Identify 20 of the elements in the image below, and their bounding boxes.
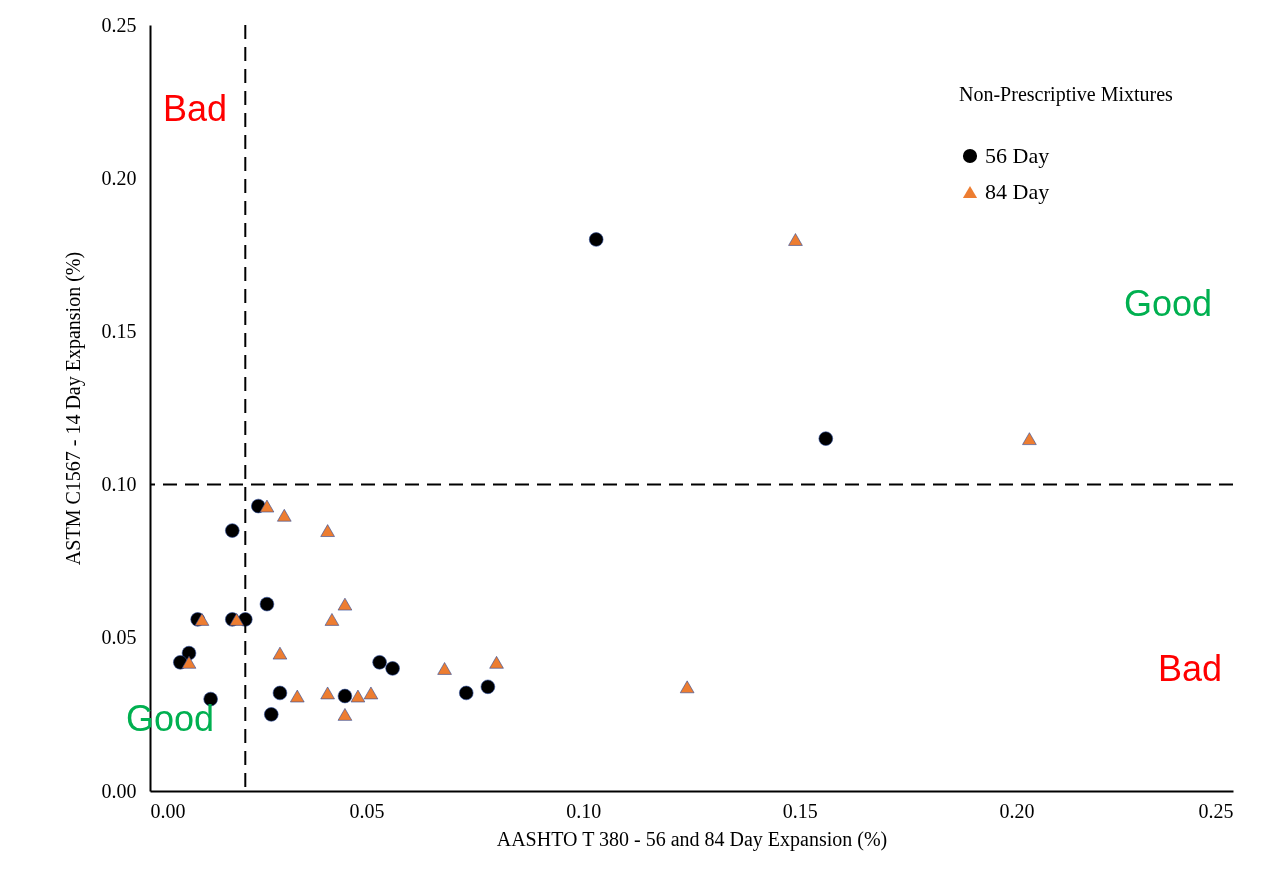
legend-label: 84 Day bbox=[985, 179, 1050, 204]
y-tick-label: 0.00 bbox=[101, 779, 137, 802]
y-tick-label: 0.25 bbox=[101, 13, 137, 36]
y-axis-title: ASTM C1567 - 14 Day Expansion (%) bbox=[61, 251, 85, 566]
y-tick-label: 0.05 bbox=[101, 626, 137, 649]
x-tick-label: 0.15 bbox=[782, 799, 818, 822]
annotation: Bad bbox=[162, 88, 228, 129]
x-axis-title: AASHTO T 380 - 56 and 84 Day Expansion (%) bbox=[496, 827, 888, 851]
legend-title: Non-Prescriptive Mixtures bbox=[959, 83, 1174, 106]
annotation: Good bbox=[1123, 283, 1213, 324]
legend-label: 56 Day bbox=[985, 143, 1050, 168]
y-tick-label: 0.20 bbox=[101, 166, 137, 189]
x-tick-label: 0.00 bbox=[150, 799, 186, 822]
y-tick-label: 0.15 bbox=[101, 319, 137, 342]
x-tick-label: 0.10 bbox=[566, 799, 602, 822]
x-tick-label: 0.05 bbox=[349, 799, 385, 822]
x-tick-label: 0.20 bbox=[999, 799, 1035, 822]
annotation: Bad bbox=[1157, 648, 1223, 689]
x-tick-label: 0.25 bbox=[1198, 799, 1234, 822]
y-tick-label: 0.10 bbox=[101, 473, 137, 496]
